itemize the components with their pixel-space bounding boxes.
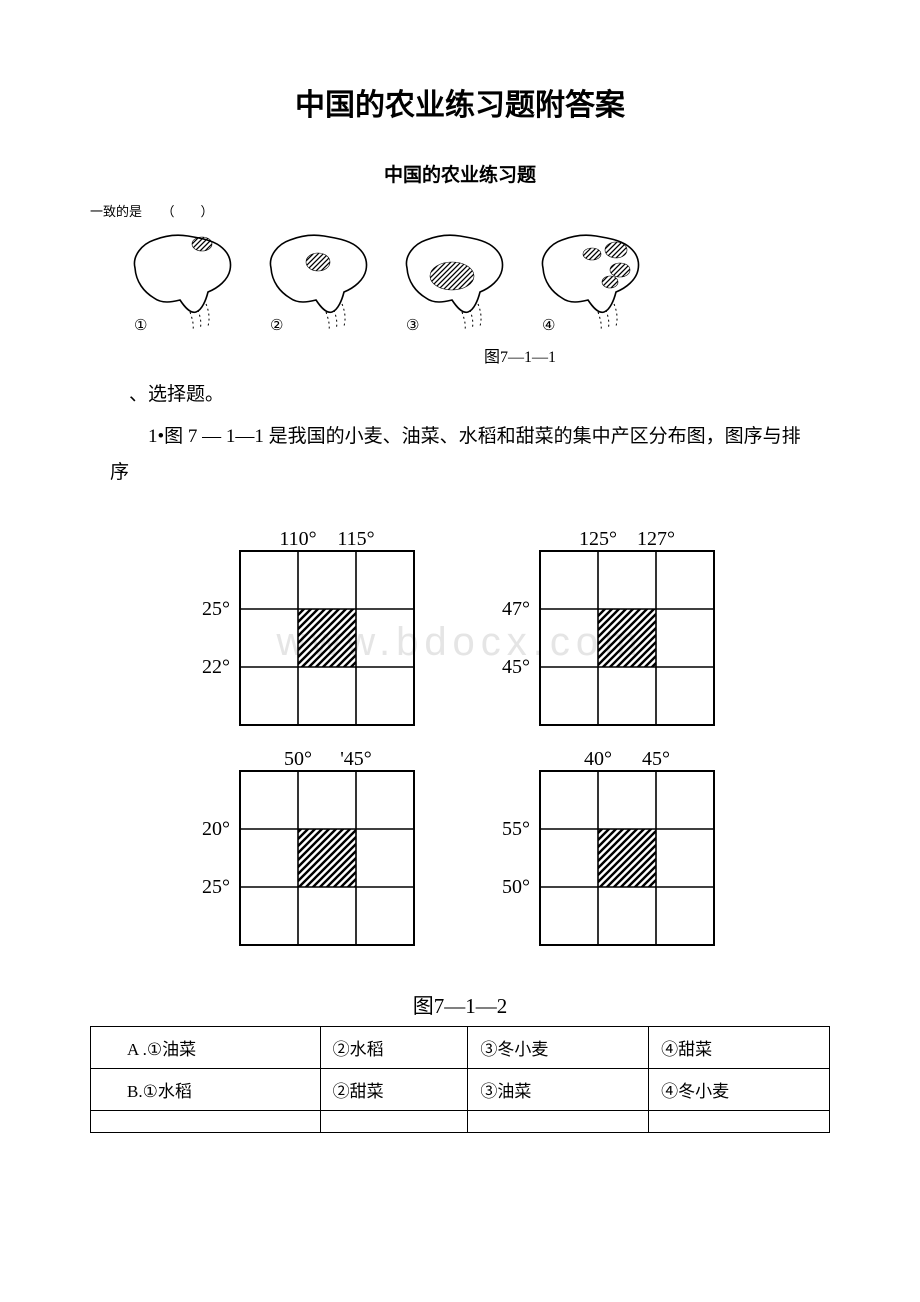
table-cell bbox=[468, 1111, 649, 1133]
table-row bbox=[91, 1111, 830, 1133]
table-cell: ④甜菜 bbox=[649, 1027, 830, 1069]
svg-text:20°: 20° bbox=[202, 818, 230, 840]
svg-text:127°: 127° bbox=[637, 528, 675, 550]
table-cell: ④冬小麦 bbox=[649, 1069, 830, 1111]
svg-text:55°: 55° bbox=[502, 818, 530, 840]
svg-text:47°: 47° bbox=[502, 598, 530, 620]
svg-text:25°: 25° bbox=[202, 876, 230, 898]
figure-2: 110° 115° 25° 22° 125° 127° 47° 45° 50° '45° 20° 25… bbox=[140, 521, 780, 1020]
svg-text:'45°: '45° bbox=[340, 748, 372, 770]
svg-text:50°: 50° bbox=[284, 748, 312, 770]
figure-2-caption: 图7—1—2 bbox=[140, 990, 780, 1020]
table-cell: B.①水稻 bbox=[91, 1069, 321, 1111]
table-row: A .①油菜②水稻③冬小麦④甜菜 bbox=[91, 1027, 830, 1069]
figure-1-map: ① bbox=[120, 226, 242, 341]
svg-text:115°: 115° bbox=[337, 528, 374, 550]
figure-1-map: ② bbox=[256, 226, 378, 341]
table-cell: ③冬小麦 bbox=[468, 1027, 649, 1069]
table-cell: ③油菜 bbox=[468, 1069, 649, 1111]
page-subtitle: 中国的农业练习题 bbox=[90, 160, 830, 187]
table-cell bbox=[649, 1111, 830, 1133]
svg-text:110°: 110° bbox=[279, 528, 316, 550]
figure-1-caption: 图7—1—1 bbox=[210, 343, 830, 367]
svg-text:25°: 25° bbox=[202, 598, 230, 620]
answer-table: A .①油菜②水稻③冬小麦④甜菜B.①水稻②甜菜③油菜④冬小麦 bbox=[90, 1026, 830, 1133]
svg-text:45°: 45° bbox=[502, 656, 530, 678]
svg-text:40°: 40° bbox=[584, 748, 612, 770]
table-cell bbox=[91, 1111, 321, 1133]
table-cell bbox=[320, 1111, 468, 1133]
figure-1: ① ② ③ bbox=[120, 226, 830, 367]
svg-text:④: ④ bbox=[542, 318, 555, 334]
svg-text:50°: 50° bbox=[502, 876, 530, 898]
svg-text:②: ② bbox=[270, 318, 283, 334]
figure-1-map: ④ bbox=[528, 226, 650, 341]
figure-2-svg: 110° 115° 25° 22° 125° 127° 47° 45° 50° '45° 20° 25… bbox=[140, 521, 780, 981]
note-text: 一致的是 （ ） bbox=[90, 201, 830, 220]
svg-text:③: ③ bbox=[406, 318, 419, 334]
question-1-text: 1•图 7 — 1—1 是我国的小麦、油菜、水稻和甜菜的集中产区分布图，图序与排… bbox=[110, 419, 810, 491]
svg-text:45°: 45° bbox=[642, 748, 670, 770]
table-cell: ②水稻 bbox=[320, 1027, 468, 1069]
table-cell: A .①油菜 bbox=[91, 1027, 321, 1069]
table-cell: ②甜菜 bbox=[320, 1069, 468, 1111]
page-title: 中国的农业练习题附答案 bbox=[90, 80, 830, 124]
svg-text:125°: 125° bbox=[579, 528, 617, 550]
section-label: 、选择题。 bbox=[110, 377, 810, 413]
table-row: B.①水稻②甜菜③油菜④冬小麦 bbox=[91, 1069, 830, 1111]
svg-text:22°: 22° bbox=[202, 656, 230, 678]
svg-text:①: ① bbox=[134, 318, 147, 334]
figure-1-map: ③ bbox=[392, 226, 514, 341]
